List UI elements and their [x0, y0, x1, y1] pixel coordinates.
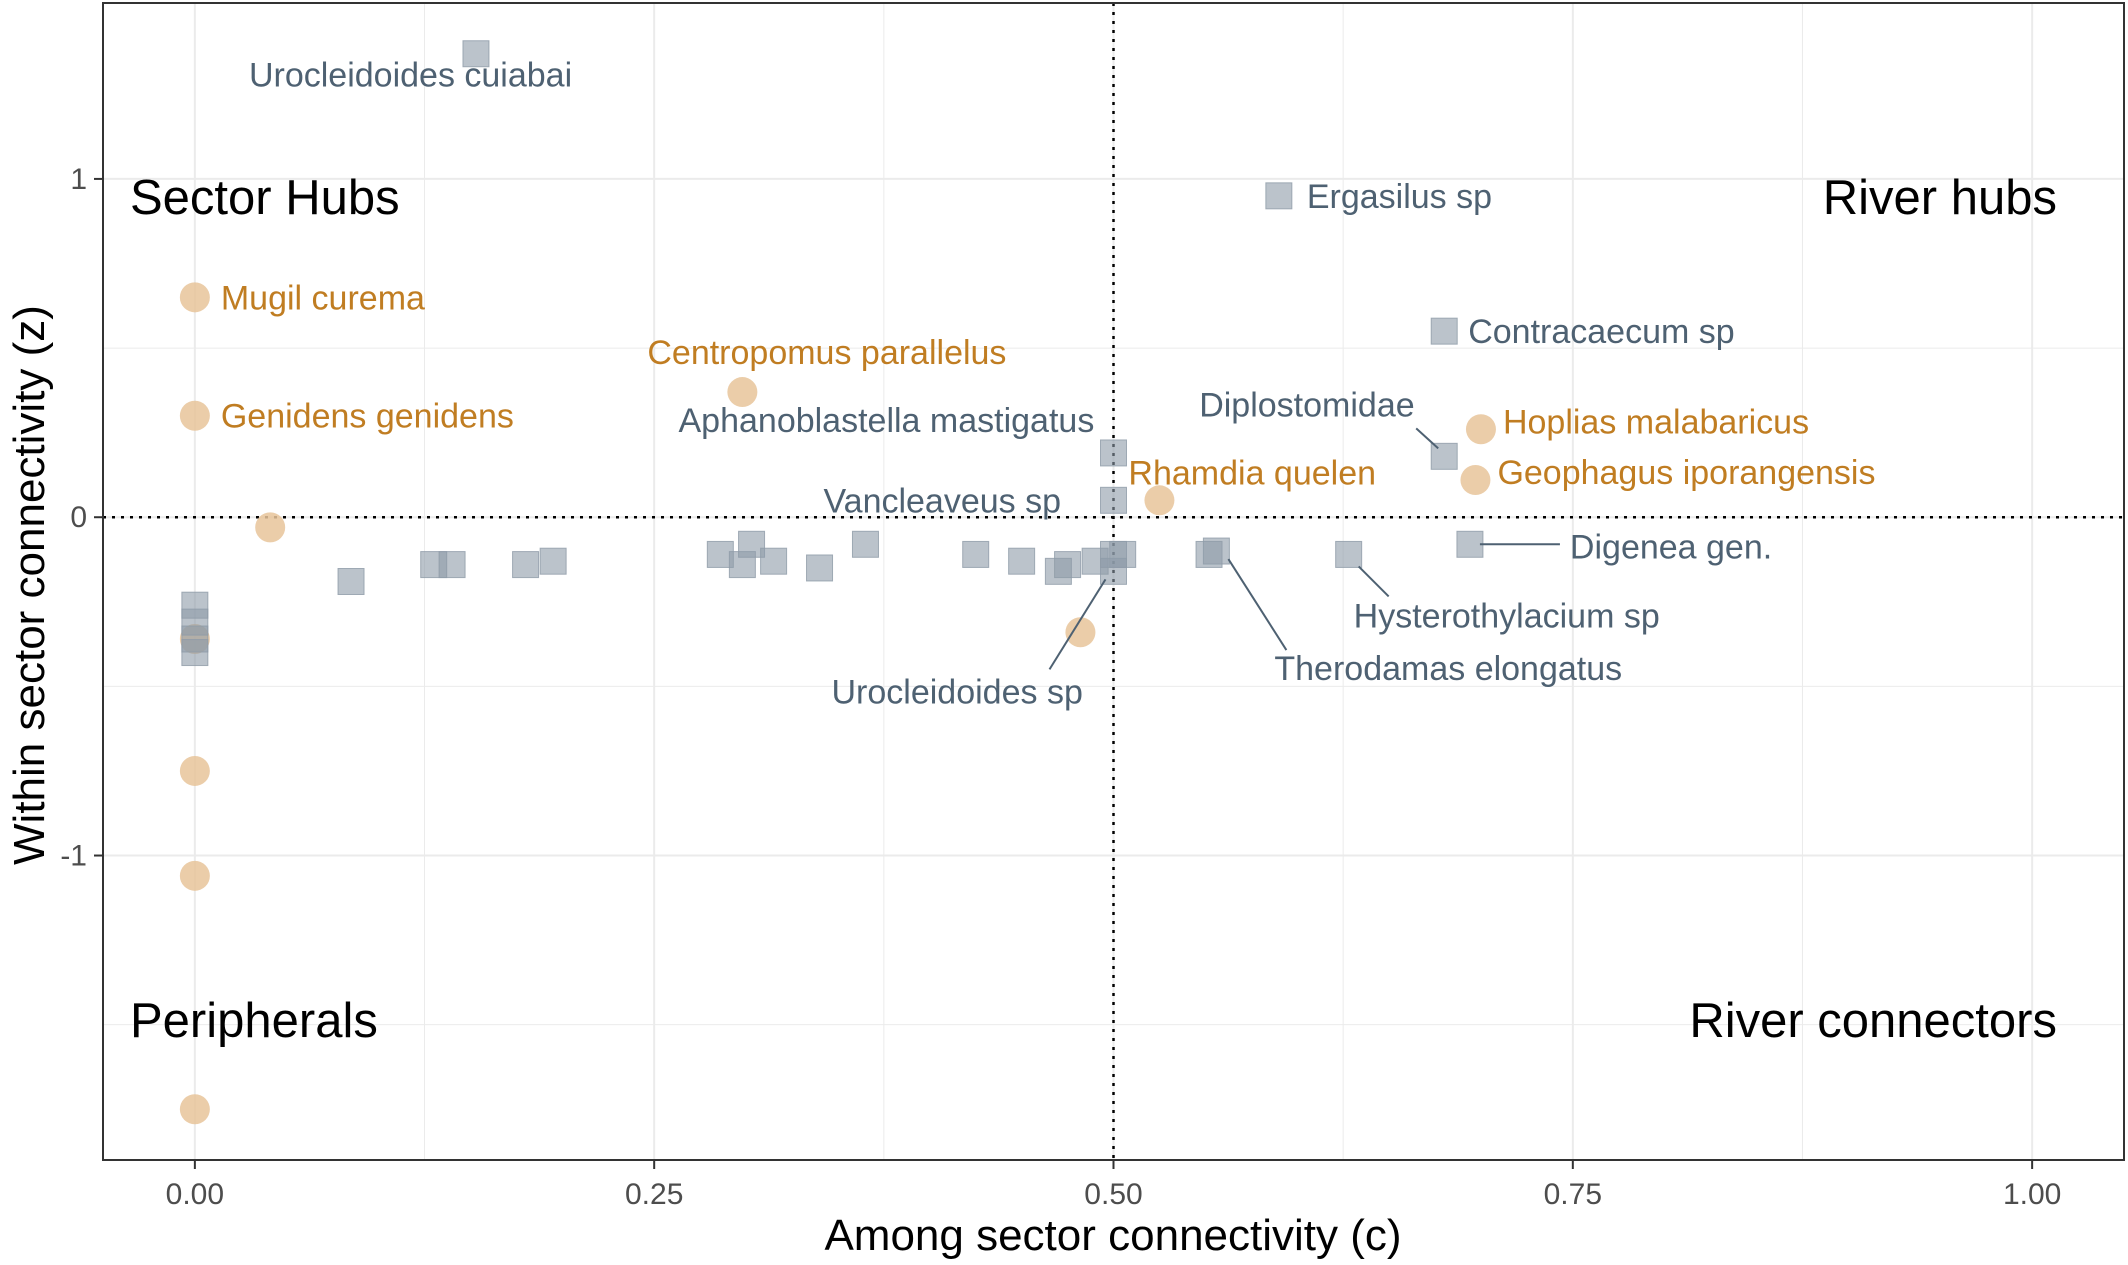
- quadrant-label-river-hubs: River hubs: [1823, 171, 2057, 225]
- point-label: Rhamdia quelen: [1128, 454, 1376, 492]
- parasite-point: [539, 547, 567, 575]
- point-label: Therodamas elongatus: [1274, 650, 1622, 688]
- parasite-point: [1265, 182, 1293, 210]
- y-tick-label: -1: [60, 840, 87, 873]
- fish-point: [179, 860, 210, 891]
- fish-point: [179, 400, 210, 431]
- parasite-point: [1430, 442, 1458, 470]
- fish-point: [727, 377, 758, 408]
- parasite-point: [1456, 530, 1484, 558]
- parasite-point: [806, 554, 834, 582]
- point-label: Digenea gen.: [1570, 528, 1772, 566]
- point-label: Diplostomidae: [1199, 386, 1414, 424]
- y-tick-label: 1: [70, 163, 87, 196]
- fish-point: [255, 512, 286, 543]
- y-tick-label: 0: [70, 501, 87, 534]
- parasite-point: [462, 40, 490, 68]
- parasite-point: [181, 639, 209, 667]
- parasite-point: [962, 540, 990, 568]
- quadrant-label-sector-hubs: Sector Hubs: [130, 171, 400, 225]
- point-label: Aphanoblastella mastigatus: [679, 402, 1095, 440]
- fish-point: [179, 1094, 210, 1125]
- fish-point: [1465, 414, 1496, 445]
- point-label: Urocleidoides sp: [832, 673, 1083, 711]
- point-label: Contracaecum sp: [1468, 313, 1734, 351]
- parasite-point: [512, 551, 540, 579]
- parasite-point: [1430, 317, 1458, 345]
- point-labels: Mugil curema Genidens genidens Centropomus…: [221, 57, 1876, 712]
- parasite-point: [1335, 540, 1363, 568]
- parasite-point: [1109, 540, 1137, 568]
- parasite-point: [438, 551, 466, 579]
- parasite-point: [1195, 540, 1223, 568]
- parasite-point: [1054, 551, 1082, 579]
- x-tick-label: 0.00: [166, 1178, 224, 1211]
- parasite-point: [760, 547, 788, 575]
- point-label: Urocleidoides cuiabai: [249, 57, 572, 95]
- x-tick-label: 0.50: [1084, 1178, 1142, 1211]
- fish-point: [1065, 617, 1096, 648]
- y-axis-title: Within sector connectivity (z): [5, 305, 54, 865]
- fish-point: [179, 755, 210, 786]
- point-label: Mugil curema: [221, 279, 425, 317]
- point-label: Hysterothylacium sp: [1354, 597, 1660, 635]
- point-label: Centropomus parallelus: [647, 334, 1006, 372]
- data-points: [179, 40, 1496, 1125]
- quadrant-label-peripherals: Peripherals: [130, 994, 378, 1048]
- parasite-point: [337, 568, 365, 595]
- point-label: Hoplias malabaricus: [1503, 403, 1809, 441]
- point-label: Ergasilus sp: [1307, 178, 1492, 216]
- parasite-point: [1008, 547, 1036, 575]
- x-tick-label: 1.00: [2003, 1178, 2061, 1211]
- parasite-point: [1100, 439, 1127, 467]
- point-label: Geophagus iporangensis: [1497, 454, 1875, 492]
- fish-point: [1460, 465, 1491, 496]
- point-label: Vancleaveus sp: [824, 482, 1062, 520]
- axes: 0.00 0.25 0.50 0.75 1.00 -1 0 1: [60, 163, 2061, 1211]
- label-leader-line: [1048, 578, 1107, 670]
- parasite-point: [1100, 486, 1127, 514]
- x-tick-label: 0.25: [625, 1178, 683, 1211]
- fish-point: [179, 282, 210, 313]
- quadrant-label-river-connectors: River connectors: [1689, 994, 2057, 1048]
- label-leader-line: [1357, 565, 1390, 598]
- fish-point: [1144, 485, 1175, 516]
- label-leader-line: [1227, 558, 1288, 651]
- x-axis-title: Among sector connectivity (c): [824, 1211, 1401, 1260]
- x-tick-label: 0.75: [1544, 1178, 1602, 1211]
- point-label: Genidens genidens: [221, 398, 514, 436]
- parasite-point: [851, 530, 879, 558]
- label-leader-line: [1415, 427, 1439, 450]
